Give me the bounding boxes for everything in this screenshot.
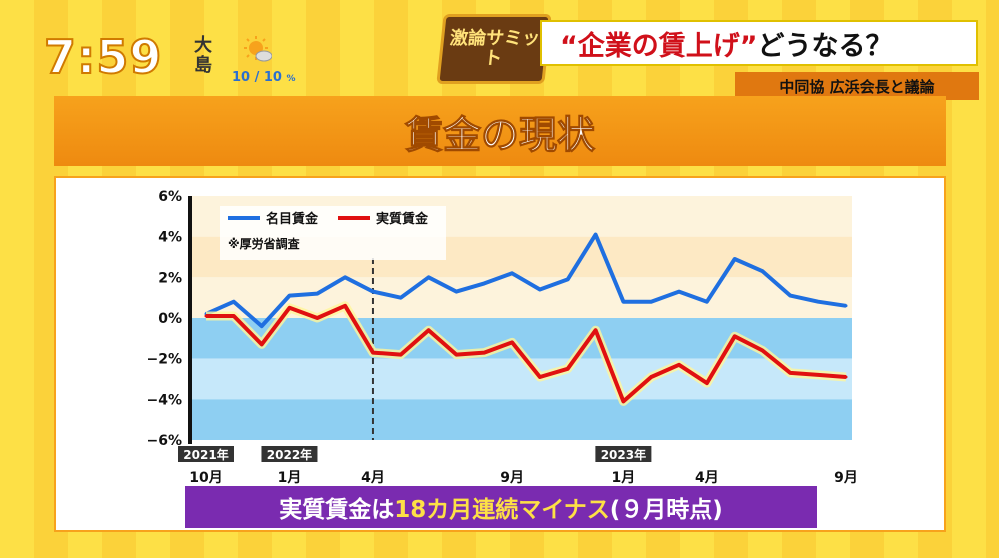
plot-band	[190, 358, 852, 400]
data-point	[260, 324, 264, 328]
data-point	[510, 340, 514, 344]
data-point	[705, 381, 709, 385]
source-note: ※厚労省調査	[228, 236, 301, 251]
x-tick-label: 9月	[500, 470, 524, 486]
subheadline: 中同協 広浜会長と議論	[735, 72, 979, 100]
y-tick-label: −6%	[147, 433, 183, 449]
data-point	[315, 316, 319, 320]
data-point	[816, 373, 820, 377]
data-point	[287, 294, 291, 298]
data-point	[844, 304, 848, 308]
data-point	[733, 334, 737, 338]
year-tag-bg	[261, 446, 318, 462]
section-title: 賃金の現状	[54, 96, 946, 166]
data-point	[371, 351, 375, 355]
data-point	[594, 233, 598, 237]
data-point	[649, 375, 653, 379]
series-line	[206, 303, 847, 404]
data-point	[788, 371, 792, 375]
data-point	[454, 290, 458, 294]
data-point	[232, 300, 236, 304]
data-point	[427, 328, 431, 332]
y-tick-label: −4%	[147, 392, 183, 408]
clock: 7:59	[43, 29, 163, 85]
data-point	[733, 257, 737, 261]
caption-suffix: (９月時点)	[609, 497, 723, 523]
wage-chart-panel: 6% 4% 2% 0% −2% −4% −6% 名目賃金 実質賃金 ※厚労省調査 2021年 10月 2…	[54, 176, 946, 532]
data-point	[260, 342, 264, 346]
data-point	[816, 300, 820, 304]
caption-bar: 実質賃金は 18カ月連続マイナス (９月時点)	[185, 486, 817, 528]
year-tag-bg	[595, 446, 652, 462]
data-point	[399, 296, 403, 300]
plot-band	[190, 399, 852, 440]
data-point	[510, 271, 514, 275]
data-point	[621, 300, 625, 304]
data-point	[538, 375, 542, 379]
data-point	[482, 281, 486, 285]
x-tick-label: 1月	[278, 470, 302, 486]
x-tick-label: 10月	[189, 470, 222, 486]
x-tick-label: 9月	[834, 470, 858, 486]
data-point	[677, 363, 681, 367]
x-tick-label: 4月	[361, 470, 385, 486]
data-point	[204, 314, 208, 318]
headline-quote: “企業の賃上げ”	[560, 30, 758, 62]
data-point	[232, 314, 236, 318]
data-point	[844, 375, 848, 379]
y-tick-label: 6%	[158, 189, 182, 205]
caption-prefix: 実質賃金は	[279, 497, 395, 523]
data-point	[566, 367, 570, 371]
legend-label: 名目賃金	[266, 211, 319, 227]
show-logo: 激論サミット	[436, 14, 552, 84]
sun-cloud-icon	[244, 36, 272, 62]
data-point	[399, 353, 403, 357]
y-tick-label: 2%	[158, 270, 182, 286]
x-tick-label: 1月	[612, 470, 636, 486]
caption-highlight: 18カ月連続マイナス	[394, 497, 610, 523]
legend-box	[220, 206, 446, 260]
y-tick-label: 4%	[158, 230, 182, 246]
y-tick-label: −2%	[147, 352, 183, 368]
data-point	[566, 277, 570, 281]
data-point	[677, 290, 681, 294]
data-point	[761, 349, 765, 353]
data-point	[343, 304, 347, 308]
data-point	[482, 351, 486, 355]
legend-label: 実質賃金	[376, 211, 429, 227]
precip-value: 10 / 10	[232, 70, 282, 85]
data-point	[788, 294, 792, 298]
x-tick-label: 4月	[695, 470, 719, 486]
precip-unit: %	[286, 74, 296, 84]
data-point	[538, 288, 542, 292]
data-point	[705, 300, 709, 304]
series-line	[205, 232, 847, 329]
headline: “企業の賃上げ” どうなる？	[540, 20, 978, 66]
data-point	[287, 306, 291, 310]
x-year-label: 2021年	[183, 447, 228, 462]
year-tag-bg	[178, 446, 234, 462]
data-point	[427, 275, 431, 279]
data-point	[343, 275, 347, 279]
data-point	[649, 300, 653, 304]
location-label: 大島	[194, 35, 212, 76]
data-point	[371, 290, 375, 294]
x-year-label: 2022年	[267, 447, 312, 462]
wage-line-chart: 6% 4% 2% 0% −2% −4% −6% 名目賃金 実質賃金 ※厚労省調査 2021年 10月 2…	[147, 189, 858, 486]
data-point	[594, 328, 598, 332]
headline-rest: どうなる？	[757, 30, 893, 62]
data-point	[454, 353, 458, 357]
data-point	[621, 399, 625, 403]
data-point	[761, 269, 765, 273]
x-year-label: 2023年	[601, 447, 646, 462]
data-point	[315, 292, 319, 296]
y-tick-label: 0%	[158, 311, 182, 327]
precipitation: 10 / 10 %	[232, 70, 296, 85]
